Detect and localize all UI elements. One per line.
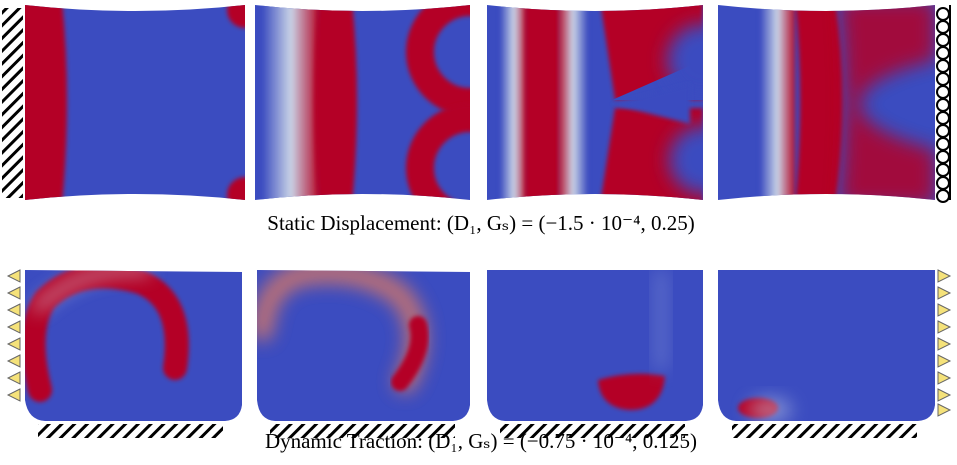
fixed-support bbox=[270, 424, 455, 438]
fixed-support bbox=[732, 424, 917, 438]
panel bbox=[25, 5, 245, 200]
panel bbox=[487, 270, 703, 421]
fixed-support bbox=[38, 424, 223, 438]
panel bbox=[718, 5, 935, 200]
panel bbox=[487, 5, 703, 200]
panel bbox=[718, 270, 935, 421]
roller-support bbox=[936, 5, 951, 203]
traction-load bbox=[6, 269, 952, 417]
caption: Static Displacement: (D₁, Gₛ) = (−1.5 · … bbox=[267, 211, 694, 235]
panel bbox=[257, 270, 470, 421]
panel bbox=[25, 270, 242, 421]
caption: Dynamic Traction: (D₁, Gₛ) = (−0.75 · 10… bbox=[265, 429, 697, 453]
fixed-support bbox=[2, 8, 23, 198]
panel bbox=[255, 5, 470, 200]
fixed-support bbox=[500, 424, 685, 438]
